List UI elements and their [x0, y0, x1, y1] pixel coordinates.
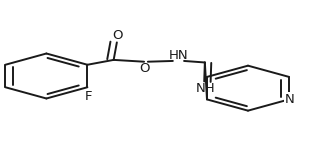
Text: HN: HN: [169, 49, 188, 62]
Text: N: N: [285, 93, 294, 106]
Text: O: O: [139, 62, 150, 75]
Text: O: O: [112, 29, 123, 42]
Text: F: F: [85, 90, 92, 103]
Text: NH: NH: [196, 82, 215, 95]
